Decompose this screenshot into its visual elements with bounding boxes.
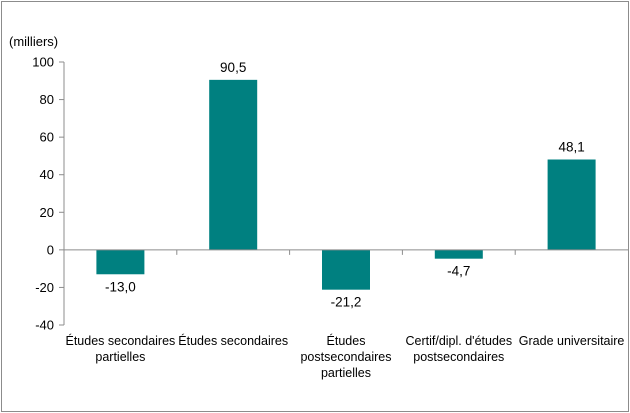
bar-value-label: 48,1	[558, 139, 584, 154]
bar-value-label: 90,5	[220, 60, 246, 75]
y-axis: -40 -20 0 20 40 60 80 100	[32, 55, 65, 333]
category-label: Études secondaires partielles	[66, 333, 176, 364]
y-tick-label: 40	[40, 167, 54, 182]
y-tick-label: 20	[40, 205, 54, 220]
bar-value-label: -21,2	[331, 295, 362, 310]
y-tick-label: 60	[40, 130, 54, 145]
category-label: Études secondaires	[178, 333, 288, 348]
y-tick-label: -20	[35, 280, 54, 295]
y-tick-label: 100	[32, 55, 54, 70]
category-label: Grade universitaire	[519, 334, 625, 348]
bar	[322, 249, 370, 290]
bar	[547, 159, 596, 250]
y-axis-unit-label: (milliers)	[9, 34, 58, 49]
category-label: Certif/dipl. d'études postsecondaires	[405, 334, 512, 364]
bars	[96, 79, 596, 290]
bar	[434, 249, 483, 259]
bar-value-label: -4,7	[447, 264, 470, 279]
bar	[209, 79, 258, 250]
y-tick-label: -40	[35, 318, 54, 333]
y-tick-label: 0	[47, 242, 54, 257]
category-label: Études postsecondaires partielles	[300, 333, 391, 380]
bar	[96, 249, 145, 275]
data-labels: -13,0 90,5 -21,2 -4,7 48,1	[105, 60, 585, 310]
bar-value-label: -13,0	[105, 279, 136, 294]
y-tick-label: 80	[40, 92, 54, 107]
